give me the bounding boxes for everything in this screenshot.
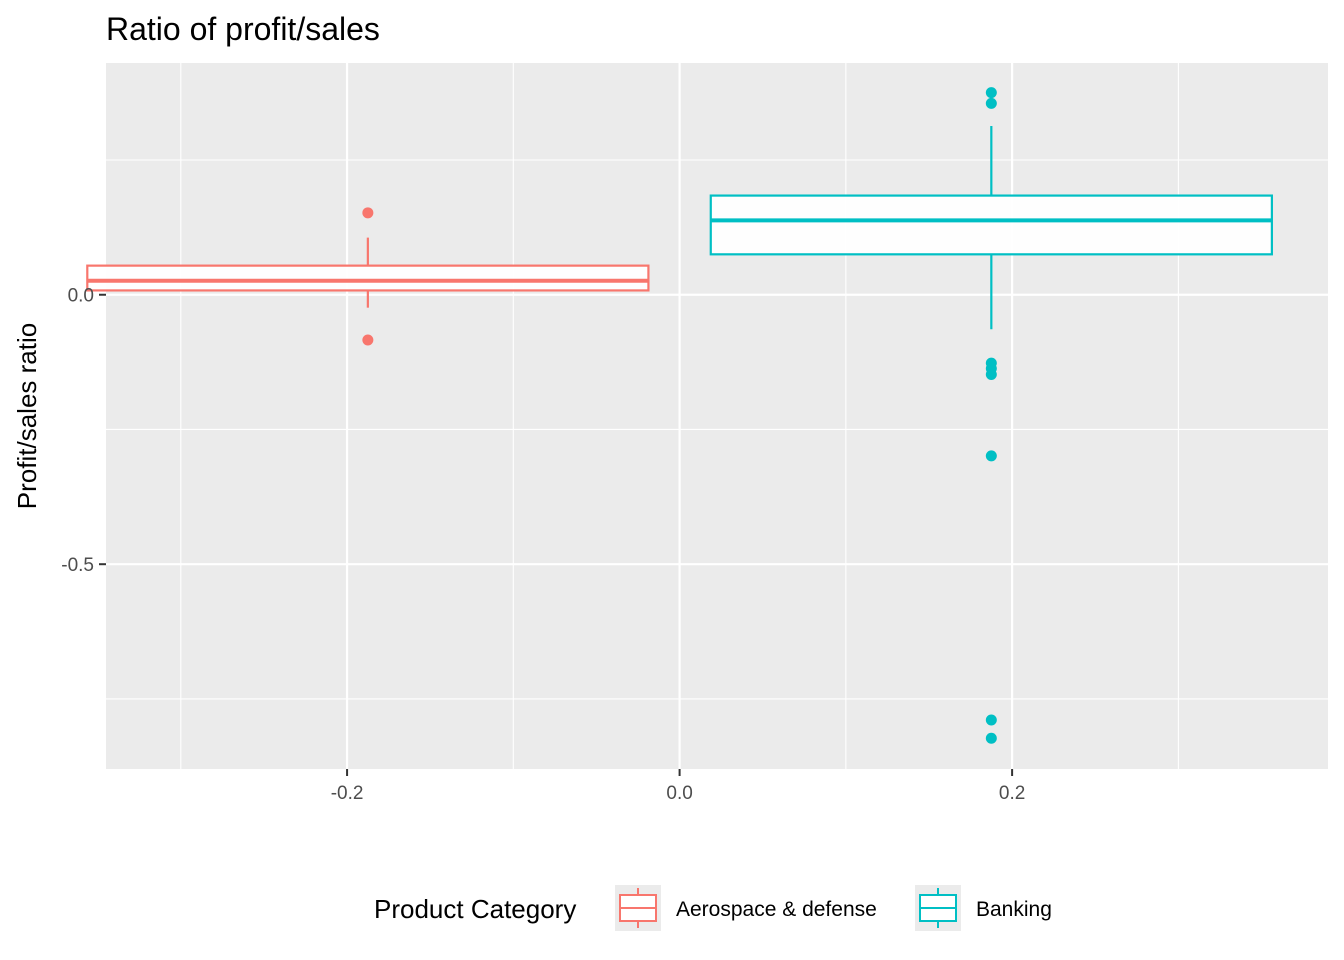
y-tick-label: -0.5	[61, 555, 94, 576]
x-axis: -0.2 0.0 0.2	[331, 769, 1025, 804]
minor-gridlines	[106, 63, 1328, 769]
box-aerospace-defense	[86, 207, 650, 346]
x-tick-label: 0.2	[999, 783, 1025, 804]
legend-title: Product Category	[374, 894, 576, 924]
outlier-point	[362, 334, 374, 346]
x-tick-label: -0.2	[331, 783, 364, 804]
major-gridlines	[106, 63, 1328, 769]
box-iqr	[709, 194, 1273, 256]
box-iqr	[86, 264, 650, 292]
legend: Product Category Aerospace & defense Ban…	[374, 885, 1052, 931]
legend-label: Aerospace & defense	[676, 898, 877, 921]
outlier-point	[362, 207, 374, 219]
outlier-point	[985, 450, 997, 462]
outlier-point	[985, 369, 997, 381]
x-tick-label: 0.0	[666, 783, 692, 804]
legend-label: Banking	[976, 898, 1052, 921]
outlier-point	[985, 97, 997, 109]
legend-item-aerospace-defense: Aerospace & defense	[615, 885, 877, 931]
y-tick-label: 0.0	[68, 286, 94, 307]
legend-item-banking: Banking	[915, 885, 1052, 931]
legend-box-icon	[919, 888, 957, 928]
outlier-point	[985, 87, 997, 99]
y-axis: 0.0 -0.5	[61, 286, 106, 576]
boxplot-series	[86, 87, 1273, 744]
outlier-point	[985, 732, 997, 744]
outlier-point	[985, 714, 997, 726]
y-axis-title: Profit/sales ratio	[12, 323, 42, 509]
chart-title: Ratio of profit/sales	[106, 11, 380, 47]
box-banking	[709, 87, 1273, 744]
plot-panel	[106, 63, 1328, 769]
legend-box-icon	[619, 888, 657, 928]
